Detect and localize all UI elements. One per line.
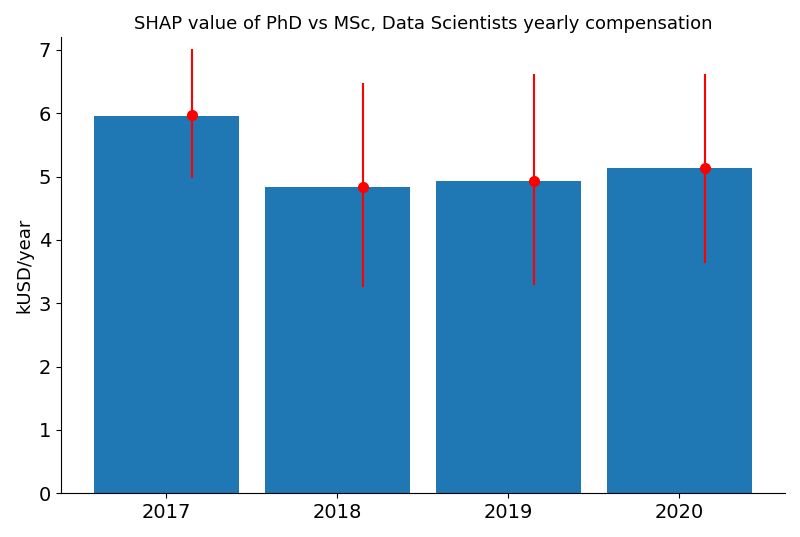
Y-axis label: kUSD/year: kUSD/year — [15, 217, 33, 313]
Bar — [265, 187, 410, 494]
Bar — [94, 117, 239, 494]
Bar — [606, 168, 752, 494]
Bar — [436, 181, 581, 494]
Title: SHAP value of PhD vs MSc, Data Scientists yearly compensation: SHAP value of PhD vs MSc, Data Scientist… — [134, 15, 712, 33]
